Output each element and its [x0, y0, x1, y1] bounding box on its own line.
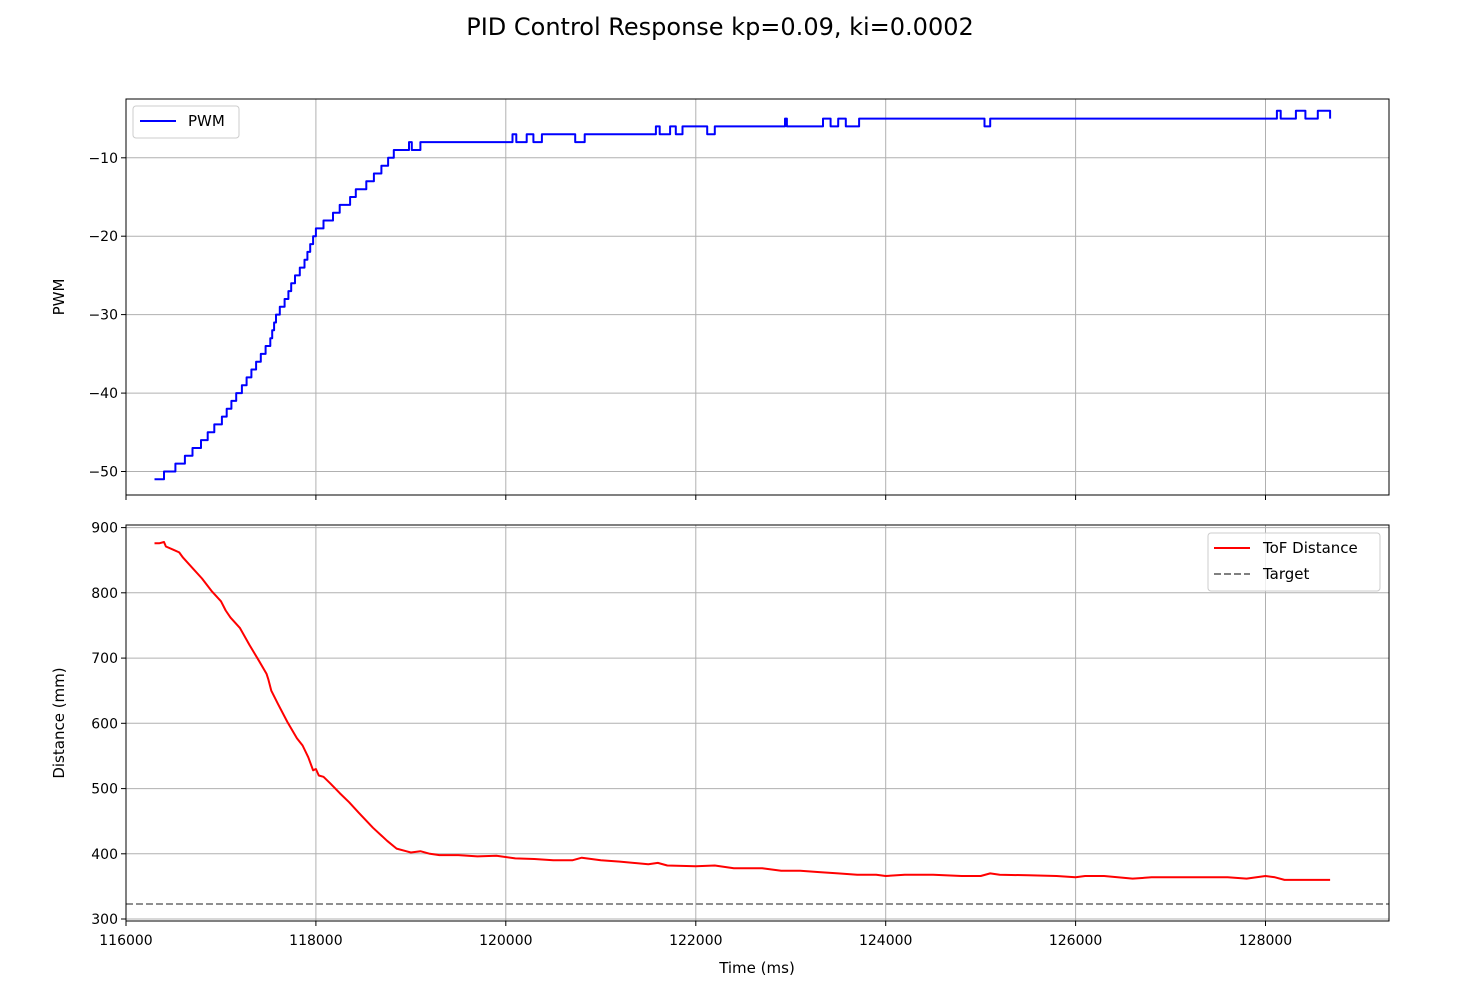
pwm-ticks: −50 −40 −30 −20 −10 [88, 151, 1266, 500]
pwm-subplot: −50 −40 −30 −20 −10 PWM PWM [50, 98, 1390, 500]
pwm-y-tick-label: −40 [88, 386, 118, 402]
distance-y-tick-label: 700 [91, 651, 118, 667]
x-axis-label: Time (ms) [718, 959, 795, 977]
legend-label-pwm: PWM [188, 112, 225, 130]
legend-label-tof-distance: ToF Distance [1262, 539, 1358, 557]
pwm-gridlines [125, 99, 1389, 495]
pwm-y-tick-label: −20 [88, 229, 118, 245]
distance-x-tick-label: 126000 [1049, 933, 1102, 949]
distance-series-tof-distance-line [154, 541, 1331, 881]
legend-label-target: Target [1262, 565, 1310, 583]
distance-x-tick-label: 124000 [859, 933, 912, 949]
distance-x-tick-label: 116000 [99, 933, 152, 949]
pwm-series [154, 109, 1332, 481]
pwm-legend: PWM [132, 105, 240, 139]
pwm-y-tick-label: −30 [88, 308, 118, 324]
pwm-y-axis-label: PWM [50, 279, 68, 316]
distance-y-tick-label: 400 [91, 847, 118, 863]
distance-y-axis-label: Distance (mm) [50, 667, 68, 778]
distance-y-tick-label: 800 [91, 586, 118, 602]
pwm-legend-box [132, 105, 240, 139]
distance-x-tick-label: 122000 [669, 933, 722, 949]
distance-legend-box [1207, 532, 1381, 592]
distance-subplot: 116000 118000 120000 122000 124000 126000 1280… [50, 521, 1390, 977]
pwm-y-tick-label: −50 [88, 465, 118, 481]
figure-title: PID Control Response kp=0.09, ki=0.0002 [466, 13, 974, 41]
distance-series [126, 541, 1389, 905]
pwm-series-pwm-line [154, 109, 1332, 481]
distance-x-tick-label: 128000 [1239, 933, 1292, 949]
pwm-plot-area [126, 99, 1389, 495]
distance-legend: ToF Distance Target [1207, 532, 1381, 592]
distance-y-tick-label: 500 [91, 782, 118, 798]
distance-y-tick-label: 900 [91, 521, 118, 537]
distance-y-tick-label: 600 [91, 716, 118, 732]
pwm-axes-frame [125, 98, 1390, 496]
distance-x-tick-label: 118000 [289, 933, 342, 949]
pwm-y-tick-label: −10 [88, 151, 118, 167]
distance-ticks: 116000 118000 120000 122000 124000 126000 1280… [91, 521, 1292, 949]
distance-y-tick-label: 300 [91, 912, 118, 928]
distance-x-tick-label: 120000 [479, 933, 532, 949]
